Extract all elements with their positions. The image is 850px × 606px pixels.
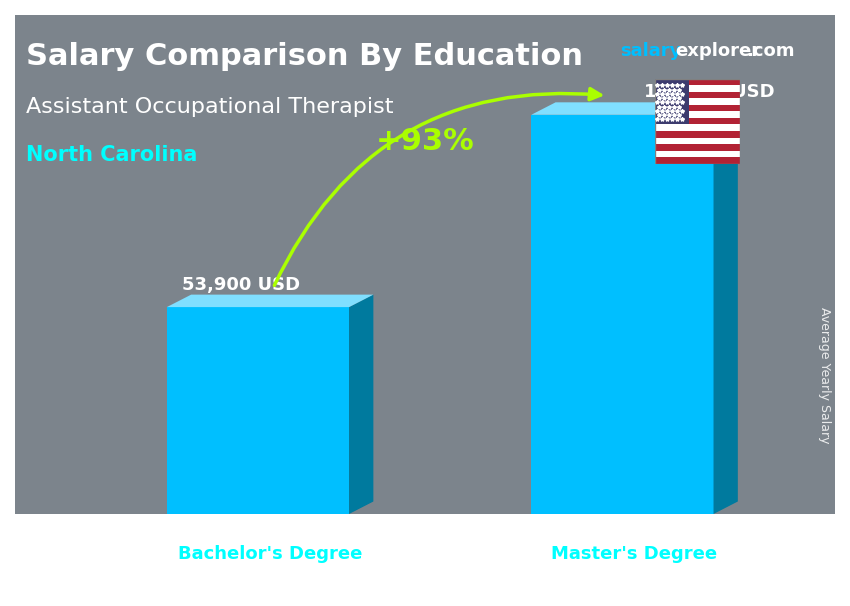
Bar [654,85,740,92]
Bar [654,98,740,105]
Text: 104,000 USD: 104,000 USD [643,84,774,101]
Bar [654,79,688,124]
Bar [654,118,740,124]
Text: .com: .com [746,42,795,61]
Polygon shape [531,102,738,115]
Bar [654,112,740,118]
Text: explorer: explorer [676,42,761,61]
Text: Salary Comparison By Education: Salary Comparison By Education [26,42,582,72]
Bar [654,150,740,157]
Polygon shape [713,102,738,514]
Bar [654,79,740,85]
Text: 53,900 USD: 53,900 USD [182,276,300,294]
Text: North Carolina: North Carolina [26,145,197,165]
Text: Bachelor's Degree: Bachelor's Degree [178,545,362,563]
FancyArrowPatch shape [275,88,601,285]
Bar [654,92,740,98]
Text: +93%: +93% [376,127,474,156]
Bar [654,138,740,144]
Bar [167,307,349,514]
Text: Average Yearly Salary: Average Yearly Salary [818,307,831,444]
Polygon shape [167,295,373,307]
Polygon shape [349,295,373,514]
Bar [654,124,740,131]
Text: salary: salary [620,42,682,61]
Text: Master's Degree: Master's Degree [552,545,717,563]
Bar [654,157,740,164]
Bar [654,144,740,150]
Bar [531,115,713,514]
Text: Assistant Occupational Therapist: Assistant Occupational Therapist [26,97,393,117]
Bar [654,131,740,138]
Bar [654,105,740,112]
